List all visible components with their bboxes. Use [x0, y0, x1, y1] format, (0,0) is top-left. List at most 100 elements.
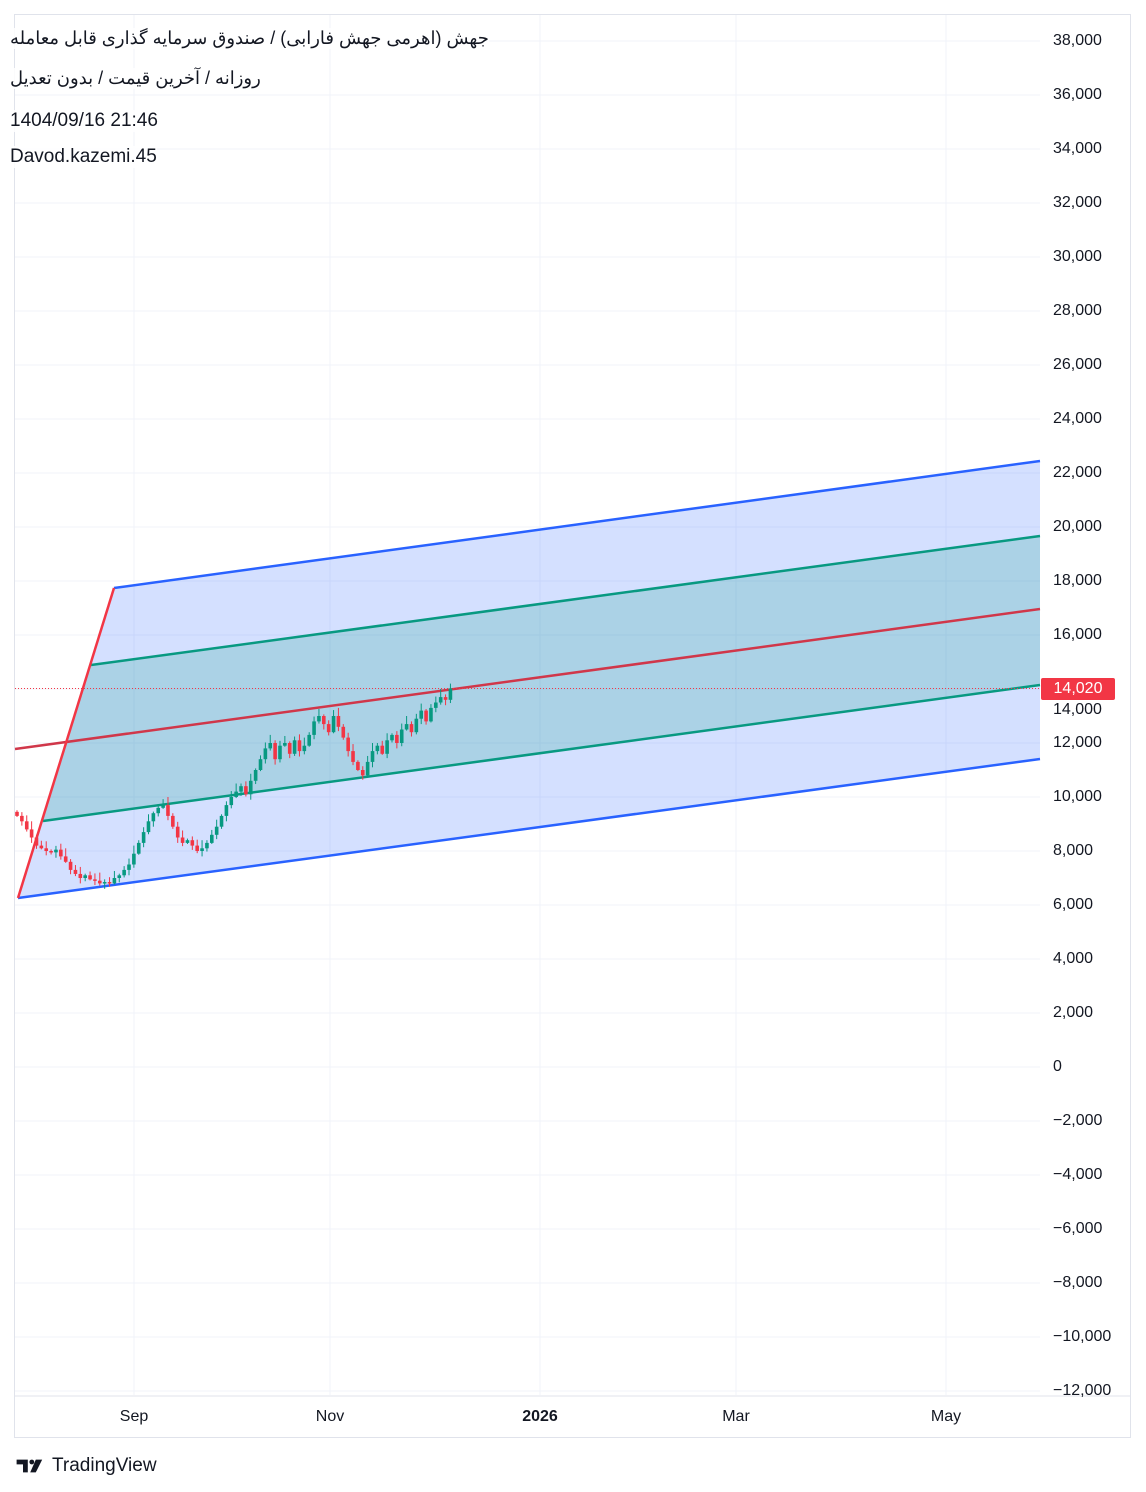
candle-body [283, 743, 287, 746]
candle-body [434, 702, 438, 708]
time-tick-label: Sep [119, 1408, 149, 1425]
candle-body [141, 832, 146, 843]
candle-body [438, 697, 443, 703]
price-tick-label: 0 [1053, 1058, 1062, 1075]
candle-body [171, 815, 175, 827]
candle-body [156, 807, 161, 814]
candle-body [20, 815, 24, 822]
tradingview-wordmark: TradingView [52, 1455, 157, 1476]
chart-frame [14, 14, 1131, 1438]
candle-body [63, 856, 68, 862]
tradingview-logo-icon [16, 1459, 43, 1473]
candle-body [297, 740, 302, 752]
price-tick-label: 20,000 [1053, 518, 1102, 535]
candle-body [175, 826, 180, 838]
candle-body [380, 745, 385, 754]
candle-body [224, 805, 229, 816]
pitchfork-outer-bottom-line [17, 757, 1041, 900]
last-price-label: 14,020 [1041, 678, 1115, 700]
price-tick-label: 6,000 [1053, 896, 1094, 913]
candle-body [54, 849, 58, 853]
candle-body [83, 875, 87, 878]
candle-body [307, 734, 311, 746]
candle-body [302, 745, 307, 752]
pitchfork-inner-fill [43, 536, 1040, 821]
candle-body [258, 759, 263, 770]
price-tick-label: 12,000 [1053, 734, 1102, 751]
candle-body [127, 864, 131, 870]
candle-body [59, 849, 63, 857]
price-tick-label: 4,000 [1053, 950, 1094, 967]
candle-body [73, 869, 78, 874]
candle-body [102, 882, 107, 884]
candle-body [15, 811, 19, 816]
price-tick-label: 36,000 [1053, 86, 1102, 103]
candle-body [443, 697, 448, 700]
candle-body [190, 840, 195, 846]
candle-body [409, 724, 414, 733]
price-tick-label: 28,000 [1053, 302, 1102, 319]
time-tick-label: May [930, 1408, 962, 1425]
chart-settings-label: روزانه / آخرین قیمت / بدون تعدیل [10, 68, 261, 89]
candle-body [88, 875, 92, 880]
price-tick-label: −12,000 [1053, 1382, 1112, 1399]
candle-body [346, 737, 350, 752]
author-name: Davod.kazemi.45 [10, 146, 157, 168]
candle-body [44, 848, 49, 851]
candle-body [146, 821, 151, 833]
candle-body [365, 761, 370, 776]
candle-body [424, 710, 428, 722]
candle-body [24, 821, 29, 830]
candle-body [229, 797, 234, 806]
candle-body [395, 734, 399, 743]
candle-body [214, 826, 219, 835]
price-tick-label: −2,000 [1053, 1112, 1103, 1129]
candle-body [375, 745, 380, 752]
candle-body [356, 761, 360, 770]
candle-body [219, 815, 224, 827]
candle-body [93, 879, 97, 881]
tradingview-logo[interactable]: TradingView [16, 1455, 157, 1477]
pitchfork-median-line [14, 607, 1041, 751]
candle-body [205, 842, 209, 849]
candle-body [107, 882, 112, 884]
price-tick-label: 34,000 [1053, 140, 1102, 157]
candle-body [132, 853, 136, 865]
candle-body [39, 845, 44, 849]
candle-body [448, 688, 453, 700]
price-tick-label: 10,000 [1053, 788, 1102, 805]
pitchfork-inner-bottom-line [42, 683, 1041, 823]
candle-body [234, 791, 238, 797]
snapshot-datetime: 1404/09/16 21:46 [10, 110, 158, 132]
pitchfork-handle-line [16, 587, 116, 899]
candle-body [195, 845, 199, 851]
candle-body [210, 834, 214, 843]
time-tick-label: Nov [315, 1408, 345, 1425]
candle-body [263, 748, 268, 760]
price-tick-label: 26,000 [1053, 356, 1102, 373]
price-tick-label: 32,000 [1053, 194, 1102, 211]
candle-body [287, 743, 292, 754]
candle-body [326, 724, 331, 733]
candle-body [429, 707, 433, 722]
price-tick-label: 38,000 [1053, 32, 1102, 49]
candle-body [34, 837, 39, 846]
candle-body [253, 770, 258, 781]
time-tick-label: Mar [722, 1408, 750, 1425]
price-tick-label: −8,000 [1053, 1274, 1103, 1291]
candle-body [351, 751, 355, 762]
candle-body [112, 878, 117, 884]
candle-body [117, 875, 122, 878]
price-tick-label: 16,000 [1053, 626, 1102, 643]
candle-body [200, 848, 204, 851]
candle-body [78, 873, 83, 878]
price-tick-label: 2,000 [1053, 1004, 1094, 1021]
candle-body [322, 716, 326, 725]
candle-body [244, 786, 248, 795]
candle-body [404, 724, 409, 730]
candle-body [385, 740, 389, 754]
candle-body [239, 786, 243, 792]
price-tick-label: 18,000 [1053, 572, 1102, 589]
candle-body [248, 780, 253, 795]
